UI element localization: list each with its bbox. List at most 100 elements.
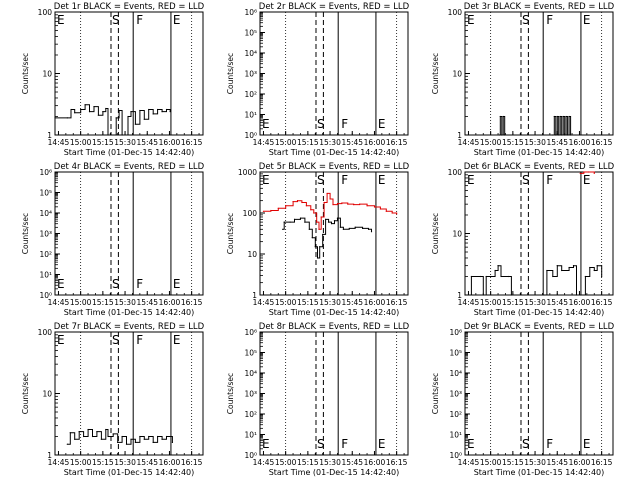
x-tick-label: 16:00 — [364, 138, 386, 147]
events-data-point — [552, 275, 554, 278]
lld-data-point — [353, 204, 355, 206]
lld-data-point — [396, 213, 398, 215]
events-data-point — [87, 428, 89, 431]
x-tick-label: 15:45 — [136, 298, 158, 307]
lld-series-line — [580, 171, 595, 174]
x-tick-label: 16:00 — [364, 458, 386, 467]
events-data-point — [553, 115, 555, 118]
events-data-point — [500, 275, 502, 278]
y-axis-label: Counts/sec — [226, 213, 235, 254]
y-tick-label: 10¹ — [244, 431, 257, 440]
lld-data-point — [285, 205, 287, 207]
panel-det-6r: Det 6r BLACK = Events, RED = LLD 1 10 100 Co… — [431, 162, 615, 317]
events-data-point — [134, 123, 137, 125]
y-tick-label: 100 — [448, 8, 463, 17]
y-axis-label: Counts/sec — [21, 373, 30, 414]
panel-det-8r: Det 8r BLACK = Events, RED = LLD 10⁰ 10¹ 10… — [226, 322, 410, 477]
x-axis-label: Start Time (01-Dec-15 14:42:40) — [269, 468, 400, 477]
e-marker-label: E — [173, 13, 181, 27]
x-tick-label: 15:00 — [480, 138, 502, 147]
events-data-point — [127, 115, 129, 118]
events-data-point — [330, 223, 333, 225]
y-tick-label: 10¹ — [449, 431, 462, 440]
lld-data-point — [583, 171, 585, 173]
x-tick-label: 14:45 — [253, 458, 275, 467]
events-data-point — [66, 443, 68, 445]
e-marker-label: E — [173, 333, 181, 347]
y-tick-label: 10² — [39, 250, 52, 259]
s-marker-label: S — [522, 437, 530, 451]
x-tick-label: 14:45 — [253, 138, 275, 147]
events-data-point — [130, 438, 132, 440]
lld-data-point — [347, 203, 349, 205]
events-data-point — [88, 111, 91, 113]
events-data-point — [568, 115, 570, 118]
e-marker-label: E — [378, 437, 386, 451]
events-data-point — [97, 114, 100, 116]
events-data-point — [125, 443, 128, 445]
y-tick-label: 10³ — [244, 70, 257, 79]
e-marker-label: E — [57, 333, 65, 347]
x-tick-label: 16:00 — [159, 458, 181, 467]
events-data-point — [314, 246, 316, 248]
events-data-point — [584, 275, 586, 278]
y-axis-label: Counts/sec — [226, 373, 235, 414]
x-tick-label: 15:30 — [524, 138, 546, 147]
lld-data-point — [373, 206, 376, 208]
x-tick-label: 15:15 — [502, 458, 524, 467]
x-axis-label: Start Time (01-Dec-15 14:42:40) — [269, 308, 400, 317]
events-data-point — [91, 435, 94, 438]
lld-data-point — [587, 171, 589, 173]
events-series-line — [55, 104, 171, 136]
events-data-point — [112, 433, 114, 435]
y-tick-label: 10 — [452, 230, 462, 239]
y-tick-label: 10⁰ — [39, 291, 52, 300]
y-tick-label: 10⁰ — [244, 131, 257, 140]
events-data-point — [561, 134, 563, 136]
lld-data-point — [313, 212, 315, 214]
x-axis-label: Start Time (01-Dec-15 14:42:40) — [64, 468, 195, 477]
y-axis-label: Counts/sec — [431, 53, 440, 94]
x-tick-label: 15:15 — [502, 298, 524, 307]
lld-data-point — [305, 205, 307, 207]
lld-data-point — [336, 202, 339, 205]
events-data-point — [336, 217, 339, 219]
panel-title: Det 2r BLACK = Events, RED = LLD — [259, 2, 410, 12]
events-data-point — [501, 134, 503, 136]
x-tick-label: 15:45 — [341, 298, 363, 307]
events-data-point — [311, 237, 313, 239]
e-marker-label: E — [583, 173, 591, 187]
events-data-point — [342, 228, 344, 230]
e-marker-label: E — [583, 13, 591, 27]
events-data-point — [121, 435, 123, 438]
x-tick-label: 16:15 — [591, 138, 613, 147]
e-marker-label: E — [57, 277, 65, 291]
y-tick-label: 100 — [243, 209, 258, 218]
events-data-point — [479, 275, 481, 278]
x-axis-label: Start Time (01-Dec-15 14:42:40) — [269, 148, 400, 157]
s-marker-label: S — [317, 437, 325, 451]
events-data-point — [565, 115, 567, 118]
events-data-point — [70, 108, 72, 111]
s-marker-label: S — [112, 277, 120, 291]
y-axis-label: Counts/sec — [431, 373, 440, 414]
s-marker-label: S — [112, 13, 120, 27]
f-marker-label: F — [136, 333, 143, 347]
x-tick-label: 15:30 — [524, 298, 546, 307]
y-tick-label: 10⁴ — [39, 209, 52, 218]
events-data-point — [93, 105, 95, 108]
f-marker-label: F — [546, 173, 553, 187]
events-data-point — [507, 275, 510, 278]
x-tick-label: 16:00 — [569, 458, 591, 467]
x-tick-label: 15:45 — [546, 458, 568, 467]
events-data-point — [316, 257, 319, 259]
e-marker-label: E — [262, 173, 270, 187]
y-tick-label: 1 — [47, 451, 52, 460]
e-marker-label: E — [173, 277, 181, 291]
events-data-point — [293, 218, 296, 220]
panel-det-7r: Det 7r BLACK = Events, RED = LLD 1 10 100 Co… — [21, 322, 205, 477]
f-marker-label: F — [546, 13, 553, 27]
x-tick-label: 15:00 — [480, 458, 502, 467]
x-tick-label: 14:45 — [458, 298, 480, 307]
